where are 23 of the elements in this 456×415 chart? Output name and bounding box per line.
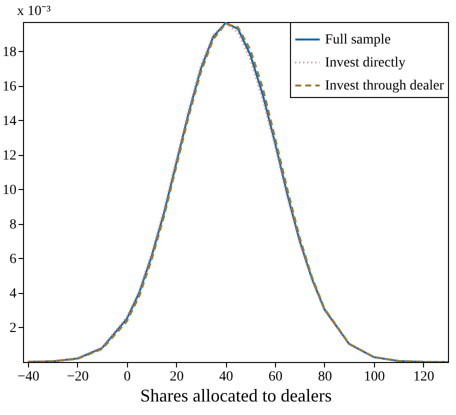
y-tick-label: 8 <box>10 217 16 232</box>
y-tick-label: 2 <box>10 320 16 336</box>
y-tick-label: 4 <box>10 286 16 302</box>
x-axis-title: Shares allocated to dealers <box>140 386 332 406</box>
legend-label: Full sample <box>325 32 391 48</box>
y-tick-label: 10 <box>2 182 16 198</box>
y-tick-label: 14 <box>2 114 16 129</box>
x-tick-label: 100 <box>364 370 385 384</box>
x-tick-label: 60 <box>268 370 283 384</box>
x-tick-label: 20 <box>170 370 184 384</box>
x-tick-label: −20 <box>66 370 89 384</box>
y-tick-label: 12 <box>2 148 16 164</box>
legend-label: Invest through dealer <box>325 78 444 94</box>
x-tick-label: 0 <box>124 370 131 384</box>
legend-label: Invest directly <box>325 56 406 70</box>
x-tick-label: 120 <box>413 370 434 384</box>
y-tick-label: 18 <box>2 44 16 60</box>
y-tick-label: 16 <box>2 79 16 94</box>
x-tick-label: 80 <box>318 370 332 384</box>
text: x 10⁻³ <box>17 4 51 19</box>
x-tick-label: −40 <box>17 370 40 384</box>
x-tick-label: 40 <box>219 370 234 384</box>
y-tick-label: 6 <box>10 252 16 267</box>
